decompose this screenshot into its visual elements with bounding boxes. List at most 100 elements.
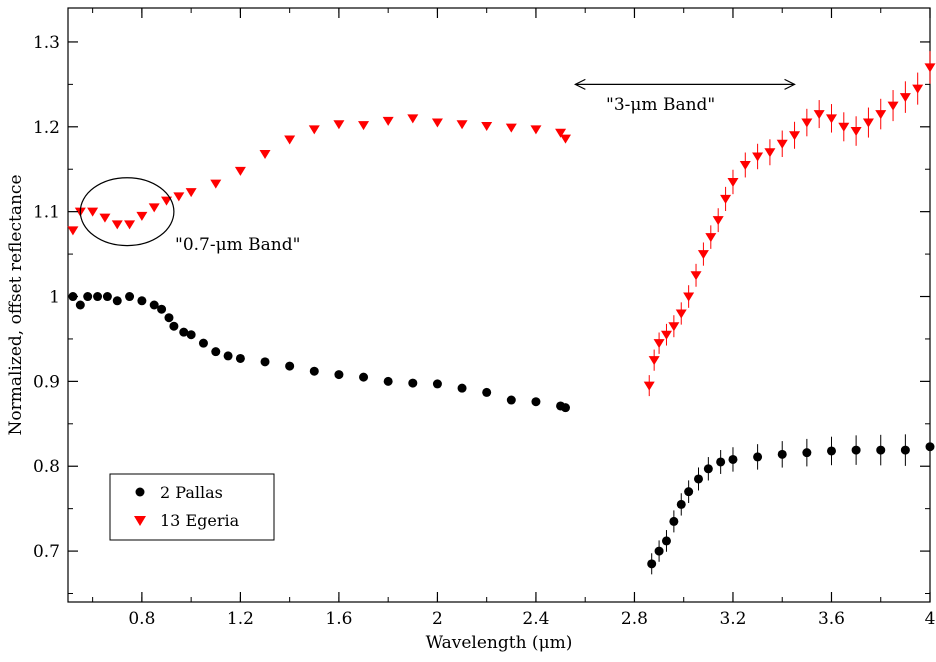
point-2-pallas [169, 321, 179, 331]
x-tick-label: 3.2 [719, 609, 746, 629]
point-2-pallas [654, 546, 664, 556]
point-2-pallas [482, 387, 492, 397]
point-2-pallas [309, 366, 319, 376]
point-13-egeria [210, 179, 222, 189]
point-13-egeria [643, 381, 655, 391]
point-13-egeria [308, 125, 320, 135]
band-3-label: "3-μm Band" [606, 95, 715, 115]
point-13-egeria [789, 131, 801, 141]
point-2-pallas [186, 330, 196, 340]
point-2-pallas [560, 403, 570, 413]
data-points-layer [67, 51, 936, 575]
point-2-pallas [703, 464, 713, 474]
point-2-pallas [102, 292, 112, 302]
plot-frame [67, 7, 931, 603]
legend-label-pallas: 2 Pallas [160, 483, 223, 502]
point-13-egeria [382, 116, 394, 126]
point-13-egeria [727, 177, 739, 187]
point-13-egeria [697, 250, 709, 260]
point-13-egeria [690, 271, 702, 281]
point-2-pallas [777, 449, 787, 459]
point-2-pallas [383, 376, 393, 386]
point-2-pallas [198, 338, 208, 348]
point-2-pallas [826, 446, 836, 456]
point-2-pallas [211, 347, 221, 357]
point-13-egeria [683, 292, 695, 302]
point-13-egeria [87, 207, 99, 217]
x-axis-label: Wavelength (μm) [426, 633, 573, 653]
legend-marker-pallas [135, 487, 145, 497]
point-13-egeria [801, 118, 813, 128]
y-tick-label: 0.8 [33, 457, 60, 477]
point-13-egeria [705, 233, 717, 243]
legend: 2 Pallas 13 Egeria [109, 473, 275, 541]
x-tick-label: 3.6 [818, 609, 845, 629]
y-tick-label: 0.9 [33, 372, 60, 392]
point-2-pallas [83, 292, 93, 302]
point-13-egeria [648, 356, 660, 366]
x-tick-label: 2.8 [621, 609, 648, 629]
point-2-pallas [223, 351, 233, 361]
point-2-pallas [676, 499, 686, 509]
point-13-egeria [675, 309, 687, 319]
point-13-egeria [875, 110, 887, 120]
y-tick-label: 0.7 [33, 542, 60, 562]
point-2-pallas [125, 292, 135, 302]
axis-ticks-layer: 0.8 1.2 1.6 2 2.4 2.8 3.2 3.6 4 0.7 0.8 0.9 1 1.1 1.2 1… [33, 8, 935, 629]
point-2-pallas [164, 313, 174, 323]
point-2-pallas [716, 457, 726, 467]
point-13-egeria [924, 63, 936, 73]
point-13-egeria [67, 226, 79, 236]
point-2-pallas [149, 300, 159, 310]
legend-box [109, 473, 275, 541]
point-2-pallas [260, 357, 270, 367]
point-2-pallas [285, 361, 295, 371]
point-13-egeria [358, 121, 370, 131]
point-2-pallas [647, 559, 657, 569]
point-13-egeria [173, 192, 185, 202]
legend-marker-egeria [134, 516, 146, 526]
point-13-egeria [825, 114, 837, 124]
point-2-pallas [137, 296, 147, 306]
point-13-egeria [161, 196, 173, 206]
band-07-label: "0.7-μm Band" [175, 235, 300, 255]
x-tick-label: 1.2 [227, 609, 254, 629]
point-13-egeria [752, 152, 764, 162]
point-2-pallas [669, 516, 679, 526]
point-2-pallas [802, 448, 812, 458]
band-07-ellipse [79, 177, 175, 247]
point-13-egeria [284, 135, 296, 145]
point-2-pallas [75, 300, 85, 310]
point-13-egeria [712, 216, 724, 226]
point-13-egeria [720, 194, 732, 204]
point-2-pallas [753, 452, 763, 462]
point-2-pallas [851, 445, 861, 455]
point-13-egeria [887, 101, 899, 111]
x-tick-label: 0.8 [128, 609, 155, 629]
point-2-pallas [179, 327, 189, 337]
point-2-pallas [531, 397, 541, 407]
point-2-pallas [457, 383, 467, 393]
x-tick-label: 4 [925, 609, 936, 629]
point-2-pallas [359, 372, 369, 382]
point-13-egeria [407, 114, 419, 124]
point-2-pallas [334, 370, 344, 380]
point-2-pallas [925, 442, 935, 452]
annotation-layer: "0.7-μm Band" "3-μm Band" [79, 78, 796, 255]
point-13-egeria [764, 148, 776, 158]
point-13-egeria [739, 160, 751, 170]
y-axis-label: Normalized, offset reflectance [6, 174, 26, 435]
point-2-pallas [432, 379, 442, 389]
point-13-egeria [148, 203, 160, 213]
point-13-egeria [481, 121, 493, 131]
point-2-pallas [157, 304, 167, 314]
point-13-egeria [850, 127, 862, 137]
point-13-egeria [899, 93, 911, 103]
point-13-egeria [668, 322, 680, 332]
point-13-egeria [259, 149, 271, 159]
point-2-pallas [408, 378, 418, 388]
legend-label-egeria: 13 Egeria [160, 511, 240, 530]
x-tick-label: 2 [432, 609, 443, 629]
point-13-egeria [912, 84, 924, 94]
point-13-egeria [505, 123, 517, 133]
